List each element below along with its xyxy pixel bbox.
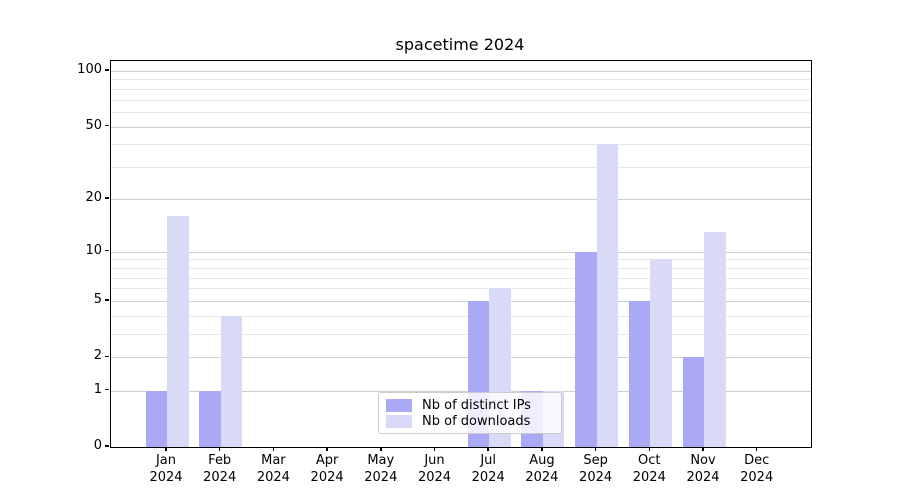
x-tick-label: Apr 2024 — [310, 453, 344, 485]
y-tick-label: 20 — [85, 189, 102, 205]
x-axis-tick — [541, 447, 543, 451]
bar-nb-of-distinct-ips-sep-2024 — [575, 251, 597, 447]
gridline-major — [111, 301, 811, 303]
gridline-minor — [111, 112, 811, 114]
y-tick-label: 10 — [85, 242, 102, 258]
x-tick-label: Oct 2024 — [632, 453, 666, 485]
gridline-major — [111, 357, 811, 359]
legend-swatch-distinct-ips — [386, 398, 412, 412]
x-axis-tick — [433, 447, 436, 451]
plot-area — [110, 60, 812, 448]
y-axis-tick — [105, 249, 109, 252]
gridline-minor — [111, 288, 811, 290]
gridline-minor — [111, 79, 811, 81]
legend-swatch-downloads — [386, 414, 412, 428]
bar-nb-of-downloads-sep-2024 — [596, 144, 619, 447]
x-tick-label: Aug 2024 — [525, 453, 559, 485]
y-axis-tick — [105, 355, 109, 358]
gridline-major — [111, 126, 811, 128]
chart-title: spacetime 2024 — [395, 35, 525, 54]
gridline-minor — [111, 259, 811, 261]
y-axis-tick — [105, 124, 109, 127]
x-axis-tick — [755, 447, 758, 451]
x-axis-tick — [702, 447, 704, 451]
bar-nb-of-downloads-feb-2024 — [220, 315, 243, 447]
gridline-minor — [111, 99, 811, 101]
x-tick-label: Dec 2024 — [740, 453, 774, 485]
legend-label-downloads: Nb of downloads — [422, 413, 531, 429]
x-axis-tick — [326, 447, 328, 451]
gridline-major — [111, 251, 811, 253]
legend: Nb of distinct IPs Nb of downloads — [378, 392, 562, 434]
bar-nb-of-downloads-jan-2024 — [167, 216, 189, 447]
gridline-major — [111, 71, 811, 72]
y-axis-tick — [105, 299, 109, 301]
x-tick-label: Jul 2024 — [471, 453, 505, 485]
y-axis-tick — [105, 197, 109, 199]
bar-nb-of-distinct-ips-nov-2024 — [682, 357, 704, 447]
y-tick-label: 100 — [77, 62, 102, 77]
gridline-minor — [111, 277, 811, 279]
y-tick-label: 5 — [93, 292, 102, 308]
legend-label-distinct-ips: Nb of distinct IPs — [422, 397, 531, 413]
gridline-minor — [111, 315, 811, 317]
x-axis-tick — [648, 447, 651, 451]
gridline-minor — [111, 88, 811, 90]
x-axis-tick — [272, 447, 275, 451]
x-tick-label: Jun 2024 — [417, 453, 452, 485]
y-tick-label: 2 — [93, 348, 102, 364]
y-axis-tick — [105, 69, 109, 71]
bar-nb-of-distinct-ips-jan-2024 — [145, 390, 167, 447]
y-tick-label: 50 — [85, 117, 102, 133]
gridline-minor — [111, 167, 811, 169]
bar-nb-of-downloads-nov-2024 — [704, 231, 726, 447]
gridline-minor — [111, 334, 811, 336]
x-tick-label: May 2024 — [364, 453, 398, 485]
gridline-major — [111, 390, 811, 392]
y-tick-label: 1 — [93, 381, 102, 397]
x-axis-tick — [380, 447, 382, 451]
x-tick-label: Jan 2024 — [149, 453, 183, 485]
x-tick-label: Nov 2024 — [686, 453, 720, 485]
legend-row-downloads: Nb of downloads — [386, 414, 553, 429]
bar-nb-of-downloads-oct-2024 — [650, 259, 672, 447]
gridline-major — [111, 198, 811, 200]
y-tick-label: 0 — [93, 438, 102, 453]
legend-row-distinct-ips: Nb of distinct IPs — [386, 398, 553, 413]
x-axis-tick — [487, 447, 489, 451]
x-axis-tick — [218, 447, 221, 451]
x-axis-tick — [165, 447, 167, 451]
x-tick-label: Mar 2024 — [256, 453, 290, 485]
y-axis-tick — [105, 388, 109, 391]
bar-nb-of-distinct-ips-feb-2024 — [199, 390, 221, 447]
bar-nb-of-distinct-ips-oct-2024 — [628, 301, 651, 447]
x-tick-label: Feb 2024 — [203, 453, 237, 485]
x-tick-label: Sep 2024 — [579, 453, 613, 485]
gridline-minor — [111, 267, 811, 269]
x-axis-tick — [594, 447, 597, 451]
y-axis-tick — [105, 445, 109, 447]
gridline-minor — [111, 144, 811, 146]
